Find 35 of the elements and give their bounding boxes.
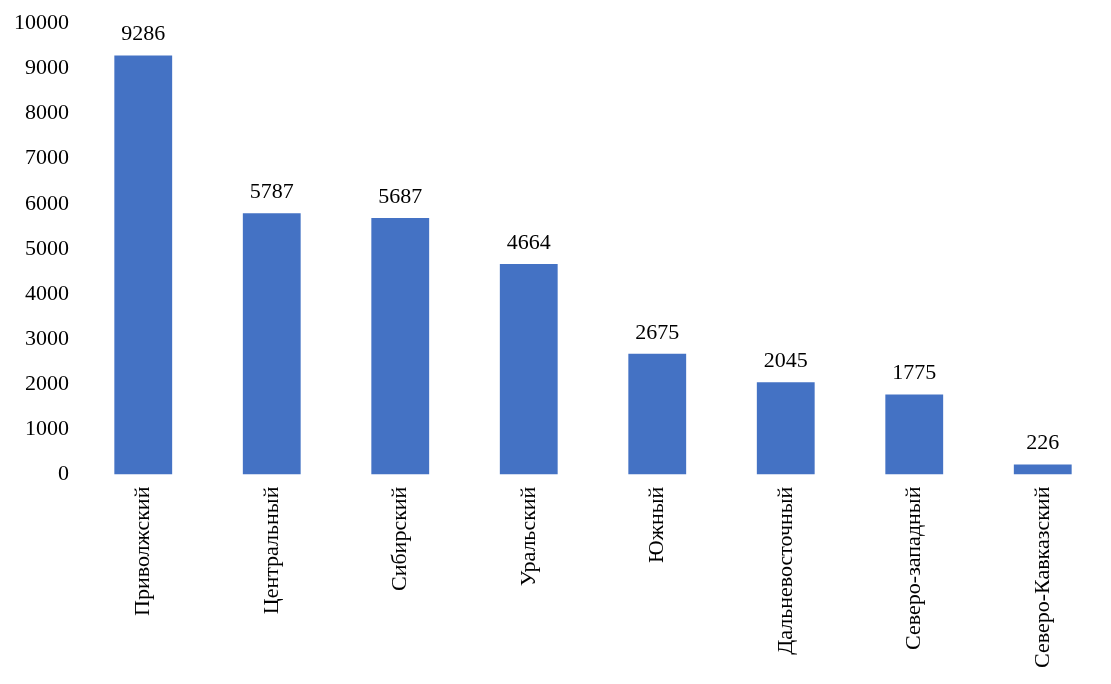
x-tick-label: Центральный (257, 486, 283, 615)
bar (628, 353, 687, 475)
bar (885, 394, 944, 475)
x-tick-label: Северо-западный (900, 486, 926, 650)
data-label: 5687 (378, 182, 423, 208)
y-tick-label: 2000 (25, 370, 69, 396)
x-tick-label: Сибирский (386, 486, 412, 592)
data-label: 1775 (892, 359, 937, 385)
data-label: 9286 (121, 20, 166, 46)
x-tick-label: Дальневосточный (771, 486, 797, 655)
data-label: 226 (1026, 429, 1060, 455)
data-label: 5787 (249, 178, 294, 204)
data-label: 4664 (506, 228, 551, 254)
bar (499, 264, 558, 475)
bar (114, 55, 173, 475)
y-tick-label: 8000 (25, 99, 69, 125)
y-tick-label: 3000 (25, 324, 69, 350)
data-label: 2675 (635, 318, 680, 344)
y-tick-label: 10000 (14, 8, 69, 34)
bar (242, 213, 301, 475)
y-tick-label: 1000 (25, 415, 69, 441)
y-tick-label: 6000 (25, 189, 69, 215)
y-tick-label: 0 (58, 460, 69, 486)
x-tick-label: Уральский (514, 486, 540, 587)
y-tick-label: 4000 (25, 279, 69, 305)
y-tick-label: 5000 (25, 234, 69, 260)
bar (371, 217, 430, 475)
x-tick-label: Южный (643, 486, 669, 564)
x-tick-label: Северо-Кавказский (1028, 486, 1054, 668)
bar (756, 382, 815, 475)
y-tick-label: 9000 (25, 54, 69, 80)
bar (1013, 464, 1072, 475)
x-tick-label: Приволжский (129, 486, 155, 616)
data-label: 2045 (763, 347, 808, 373)
y-tick-label: 7000 (25, 144, 69, 170)
